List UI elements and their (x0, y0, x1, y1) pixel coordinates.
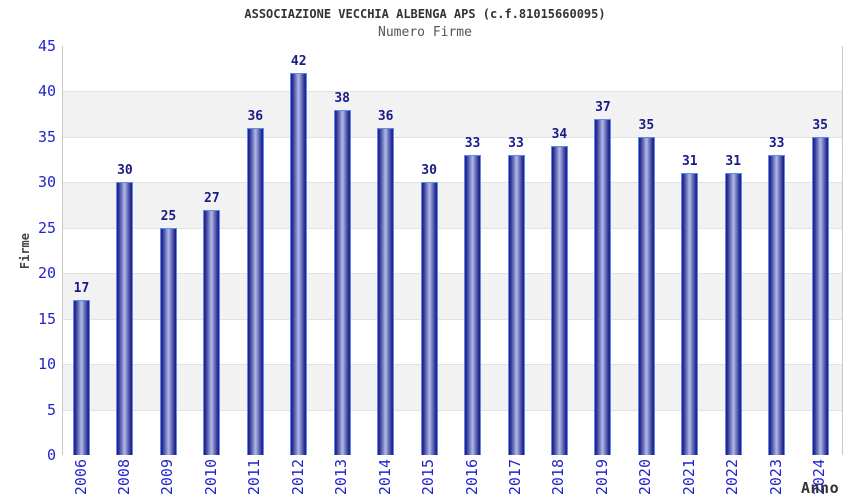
bar (550, 145, 568, 455)
bar (594, 118, 612, 455)
bar (724, 173, 742, 455)
x-tick-label: 2023 (766, 459, 785, 496)
gridline (63, 91, 842, 93)
gridline (63, 364, 842, 366)
bar-value-label: 31 (681, 154, 698, 170)
plot-band (63, 136, 842, 183)
bar (377, 127, 395, 455)
x-tick-label: 2006 (71, 459, 90, 496)
plot-band (63, 273, 842, 319)
bar-value-label: 35 (638, 117, 655, 133)
x-axis-label: Anno (801, 479, 840, 497)
bar (811, 136, 829, 455)
y-tick-label: 40 (37, 82, 56, 101)
x-tick-label: 2010 (201, 459, 220, 496)
y-tick-label: 20 (37, 264, 56, 283)
gridline (63, 182, 842, 184)
gridline (63, 409, 842, 411)
bar-value-label: 17 (73, 281, 90, 297)
x-tick-label: 2008 (114, 459, 133, 496)
chart-title: ASSOCIAZIONE VECCHIA ALBENGA APS (c.f.81… (244, 7, 606, 21)
y-tick-label: 45 (37, 37, 56, 55)
bar-value-label: 25 (160, 208, 177, 224)
bar-value-label: 34 (551, 126, 568, 142)
bar-value-label: 33 (508, 136, 524, 152)
y-tick-label: 25 (37, 218, 56, 237)
bar (507, 155, 525, 455)
bar-value-label: 36 (247, 108, 264, 124)
bar (246, 127, 264, 455)
y-tick-label: 10 (37, 355, 56, 374)
plot-band (63, 91, 842, 137)
y-axis-label: Firme (18, 233, 32, 270)
gridline (63, 273, 842, 275)
gridline (63, 136, 842, 138)
bar (290, 73, 308, 455)
bar-value-label: 30 (117, 163, 133, 179)
plot-band (63, 364, 842, 410)
bar-value-label: 37 (595, 99, 611, 115)
bar (73, 300, 90, 455)
bar (768, 155, 786, 455)
x-tick-label: 2018 (549, 459, 568, 496)
x-tick-label: 2019 (592, 459, 611, 496)
plot-band (63, 409, 842, 455)
plot-band (63, 318, 842, 365)
x-tick-label: 2012 (288, 459, 307, 496)
x-tick-label: 2020 (636, 459, 655, 496)
bar (637, 136, 655, 455)
x-tick-label: 2022 (723, 459, 742, 496)
bar (681, 173, 699, 455)
bar (464, 155, 482, 455)
x-tick-label: 2014 (375, 459, 394, 496)
x-tick-label: 2015 (419, 459, 438, 496)
plot-band (63, 182, 842, 228)
bar (420, 182, 438, 455)
y-tick-label: 15 (37, 309, 56, 328)
plot-band (63, 227, 842, 274)
bar (333, 109, 351, 455)
x-tick-label: 2017 (506, 459, 524, 496)
gridline (63, 227, 842, 229)
y-tick-label: 5 (46, 400, 56, 419)
bar (116, 182, 134, 455)
x-tick-label: 2009 (158, 459, 177, 496)
bar-value-label: 33 (464, 136, 481, 152)
bar-value-label: 42 (290, 54, 307, 70)
y-tick-label: 0 (46, 446, 56, 464)
bar-value-label: 35 (812, 117, 828, 133)
chart-subtitle: Numero Firme (378, 25, 472, 40)
x-tick-label: 2016 (462, 459, 481, 496)
plot-band (63, 46, 842, 92)
bar-value-label: 27 (204, 190, 220, 206)
gridline (63, 318, 842, 320)
x-tick-label: 2021 (679, 459, 698, 496)
bar-value-label: 31 (725, 154, 742, 170)
x-tick-label: 2011 (245, 459, 264, 496)
y-tick-label: 30 (37, 173, 56, 192)
bar-value-label: 38 (334, 90, 351, 106)
y-tick-label: 35 (37, 127, 56, 146)
bar (203, 209, 221, 455)
bar-value-label: 30 (421, 163, 437, 179)
bar-value-label: 36 (377, 108, 394, 124)
x-tick-label: 2013 (332, 459, 351, 496)
bar-value-label: 33 (768, 136, 785, 152)
bar (159, 227, 177, 455)
